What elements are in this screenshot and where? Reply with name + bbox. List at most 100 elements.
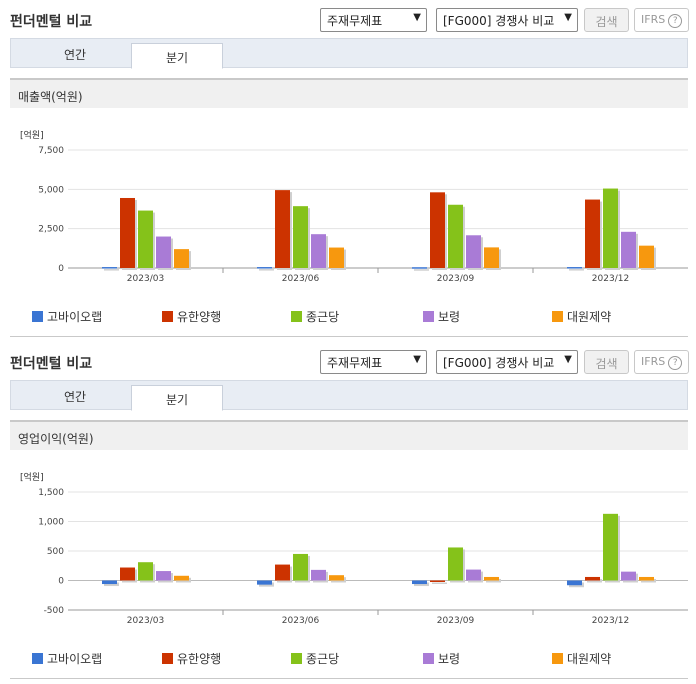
bar	[484, 576, 499, 581]
ifrs-button[interactable]: IFRS?	[634, 350, 689, 374]
x-tick-label: 2023/03	[127, 274, 164, 284]
section-header: 펀더멘털 비교 주재무제표 ▼ [FG000] 경쟁사 비교 ▼ 검색 IFRS?	[0, 0, 696, 38]
help-icon: ?	[668, 14, 683, 28]
legend-item[interactable]: 대원제약	[552, 650, 611, 667]
ifrs-button[interactable]: IFRS?	[634, 8, 689, 32]
bar	[603, 513, 618, 581]
bar	[412, 580, 427, 585]
tab-quarterly[interactable]: 분기	[131, 43, 223, 69]
bar-shadow	[587, 578, 602, 583]
chart-title-band: 영업이익(억원)	[10, 420, 688, 450]
peer-select-value: [FG000] 경쟁사 비교	[443, 356, 555, 370]
ifrs-label: IFRS	[641, 355, 666, 368]
bar	[639, 245, 654, 268]
bar-shadow	[104, 582, 119, 587]
divider	[10, 678, 688, 679]
section-title: 펀더멘털 비교	[10, 356, 93, 372]
bar	[293, 206, 308, 268]
bar	[603, 188, 618, 268]
y-tick-label: 0	[58, 264, 64, 274]
y-tick-label: 500	[47, 547, 64, 557]
bar	[567, 580, 582, 586]
x-tick-label: 2023/12	[592, 274, 629, 284]
bar	[466, 569, 481, 581]
x-tick-label: 2023/12	[592, 616, 629, 626]
revenue-chart: [억원] 0 2,500 5,000 7,500 2023/03 2023/06 2023/0…	[10, 108, 688, 328]
legend-label: 종근당	[306, 652, 340, 666]
legend-swatch	[162, 311, 173, 322]
y-tick-label: 0	[58, 577, 64, 587]
x-tick-label: 2023/06	[282, 274, 320, 284]
bar	[102, 267, 117, 269]
bar	[257, 267, 272, 269]
legend-swatch	[32, 653, 43, 664]
bar	[120, 567, 135, 581]
section-title: 펀더멘털 비교	[10, 14, 93, 30]
y-tick-label: 1,500	[38, 488, 64, 498]
tab-annual[interactable]: 연간	[63, 390, 87, 404]
statement-select-value: 주재무제표	[327, 14, 383, 28]
search-button[interactable]: 검색	[584, 350, 629, 374]
peer-select[interactable]: [FG000] 경쟁사 비교 ▼	[436, 350, 578, 374]
bar	[448, 204, 463, 268]
bar-shadow	[486, 578, 501, 583]
section-header: 펀더멘털 비교 주재무제표 ▼ [FG000] 경쟁사 비교 ▼ 검색 IFRS?	[0, 342, 696, 380]
tab-quarterly[interactable]: 분기	[131, 385, 223, 411]
x-tick-label: 2023/06	[282, 616, 320, 626]
legend-item[interactable]: 유한양행	[162, 650, 221, 667]
peer-select[interactable]: [FG000] 경쟁사 비교 ▼	[436, 8, 578, 32]
bar	[156, 236, 171, 268]
bar-shadow	[104, 269, 119, 271]
legend-item[interactable]: 보령	[423, 650, 460, 667]
ifrs-label: IFRS	[641, 13, 666, 26]
legend-swatch	[291, 653, 302, 664]
legend-item[interactable]: 고바이오랩	[32, 650, 102, 667]
legend-swatch	[552, 311, 563, 322]
y-tick-label: 1,000	[38, 518, 64, 528]
help-icon: ?	[668, 356, 683, 370]
bar	[275, 564, 290, 581]
bar	[138, 562, 153, 581]
bar-shadow	[569, 269, 584, 271]
statement-select[interactable]: 주재무제표 ▼	[320, 8, 427, 32]
legend-swatch	[291, 311, 302, 322]
y-tick-label: 2,500	[38, 225, 64, 235]
chevron-down-icon: ▼	[413, 354, 421, 365]
legend-swatch	[423, 653, 434, 664]
bar	[585, 199, 600, 268]
bar	[275, 190, 290, 268]
legend-label: 고바이오랩	[47, 652, 103, 666]
chevron-down-icon: ▼	[564, 354, 572, 365]
bar	[639, 576, 654, 581]
chart-title-band: 매출액(억원)	[10, 78, 688, 108]
y-tick-label: 5,000	[38, 185, 64, 195]
statement-select[interactable]: 주재무제표 ▼	[320, 350, 427, 374]
peer-select-value: [FG000] 경쟁사 비교	[443, 14, 555, 28]
bar	[466, 235, 481, 268]
chevron-down-icon: ▼	[413, 12, 421, 23]
legend-item[interactable]: 종근당	[291, 308, 339, 325]
legend-item[interactable]: 보령	[423, 308, 460, 325]
legend-item[interactable]: 유한양행	[162, 308, 221, 325]
period-tabs: 연간 분기	[10, 38, 688, 69]
legend-label: 유한양행	[177, 310, 222, 324]
legend-item[interactable]: 고바이오랩	[32, 308, 102, 325]
bar	[102, 580, 117, 585]
legend-swatch	[162, 653, 173, 664]
bar	[430, 580, 445, 582]
legend-item[interactable]: 대원제약	[552, 308, 611, 325]
period-tabs: 연간 분기	[10, 380, 688, 411]
bar	[311, 569, 326, 581]
tab-annual[interactable]: 연간	[63, 48, 87, 62]
fundamental-section-2: 펀더멘털 비교 주재무제표 ▼ [FG000] 경쟁사 비교 ▼ 검색 IFRS? …	[0, 342, 696, 670]
legend-label: 대원제약	[567, 652, 612, 666]
search-button[interactable]: 검색	[584, 8, 629, 32]
x-tick-label: 2023/03	[127, 616, 164, 626]
legend-swatch	[423, 311, 434, 322]
bar-shadow	[432, 582, 447, 584]
x-tick-label: 2023/09	[437, 274, 475, 284]
bar-shadow	[414, 582, 429, 587]
chart-legend: 고바이오랩 유한양행 종근당 보령 대원제약	[10, 308, 688, 326]
legend-item[interactable]: 종근당	[291, 650, 339, 667]
legend-label: 보령	[438, 652, 461, 666]
